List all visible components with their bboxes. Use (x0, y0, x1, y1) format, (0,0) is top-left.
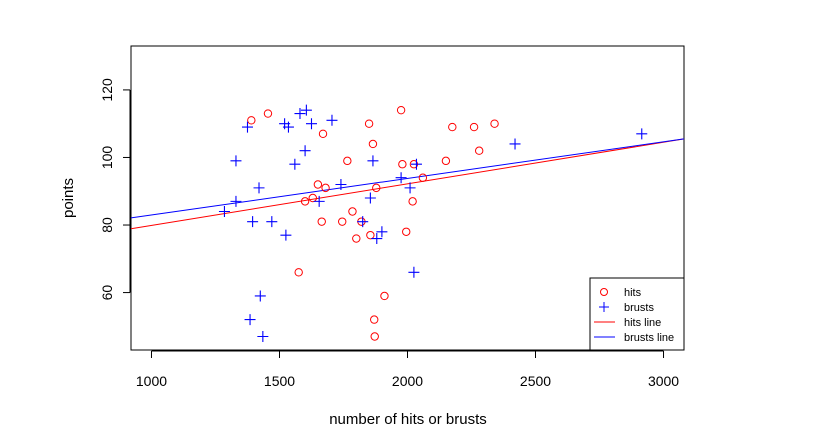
brusts-point (230, 155, 242, 167)
y-tick-label: 60 (99, 285, 115, 301)
hits-point (469, 122, 479, 132)
brusts-point (376, 226, 388, 238)
legend-key-brusts (599, 302, 609, 312)
brusts-point (364, 192, 376, 204)
y-tick-label: 80 (99, 217, 115, 233)
hits-point (352, 234, 361, 243)
hits-point (441, 156, 451, 166)
hits-point (366, 230, 375, 240)
brusts-point (257, 330, 269, 342)
brusts-point (289, 158, 301, 170)
brusts-point (335, 178, 347, 190)
brusts-point (404, 182, 416, 194)
brusts-point (509, 138, 521, 150)
y-tick-label: 100 (99, 146, 115, 170)
hits-point (474, 146, 484, 155)
brusts-point (395, 172, 407, 184)
hits-point (348, 207, 357, 216)
legend-label-brusts: brusts (624, 302, 654, 314)
hits-point (343, 156, 352, 166)
hits-line-series (130, 138, 685, 230)
x-tick-label: 2000 (392, 373, 423, 389)
brusts-point (410, 158, 422, 170)
hits-point (263, 109, 273, 118)
y-tick-label: 120 (99, 78, 115, 102)
brusts-point (266, 216, 278, 228)
hits-point (408, 197, 417, 206)
hits-point (247, 116, 256, 125)
brusts-point (313, 195, 325, 207)
brusts-point (357, 216, 369, 228)
plot-area-frame (130, 45, 685, 351)
hits-point (294, 268, 303, 277)
brusts-point (371, 233, 383, 245)
brusts-point (636, 128, 648, 140)
legend-label-hits: hits (624, 287, 642, 299)
brusts-point (299, 145, 311, 157)
brusts-point (241, 121, 253, 133)
hits-point (364, 119, 374, 128)
x-tick-label: 3000 (648, 373, 679, 389)
hits-point (317, 217, 326, 226)
hits-point (448, 122, 457, 132)
hits-point (368, 139, 378, 149)
hits-point (308, 193, 317, 203)
hits-point (396, 105, 406, 115)
x-axis: 1000 1500 2000 2500 3000 (136, 350, 679, 389)
legend-label-hits-line: hits line (624, 317, 661, 329)
brusts-point (408, 266, 420, 278)
hits-point (318, 129, 328, 139)
legend-key-hits (600, 288, 608, 296)
x-tick-label: 2500 (520, 373, 551, 389)
x-axis-title: number of hits or brusts (329, 411, 487, 428)
legend-label-brusts-line: brusts line (624, 332, 674, 344)
hits-point (321, 183, 330, 193)
hits-point (402, 227, 411, 236)
brusts-point (326, 114, 338, 126)
brusts-point (305, 118, 317, 130)
brusts-point (282, 121, 294, 133)
brusts-point (218, 206, 230, 218)
brusts-point (300, 104, 312, 116)
brusts-point (280, 229, 292, 241)
brusts-point (244, 314, 256, 326)
brusts-point (294, 108, 306, 120)
hits-point (313, 180, 323, 189)
brusts-point (230, 195, 242, 207)
hits-point (418, 173, 428, 182)
legend: hits brusts hits line brusts line (589, 277, 685, 351)
data-points (218, 104, 648, 342)
hits-point (370, 315, 379, 324)
x-tick-label: 1500 (264, 373, 295, 389)
legend-box (589, 277, 685, 351)
y-axis: 60 80 100 120 (99, 78, 131, 301)
brusts-point (253, 182, 265, 194)
hits-point (338, 217, 347, 226)
brusts-point (367, 155, 379, 167)
brusts-line-series (130, 138, 685, 219)
regression-lines (130, 138, 685, 230)
x-tick-label: 1000 (136, 373, 167, 389)
hits-point (370, 332, 379, 341)
hits-point (490, 119, 499, 128)
brusts-point (247, 216, 259, 228)
hits-point (300, 197, 310, 206)
y-axis-title: points (60, 178, 77, 218)
hits-point (398, 160, 407, 169)
brusts-point (254, 290, 266, 302)
hits-point (372, 183, 381, 193)
hits-point (380, 291, 389, 301)
